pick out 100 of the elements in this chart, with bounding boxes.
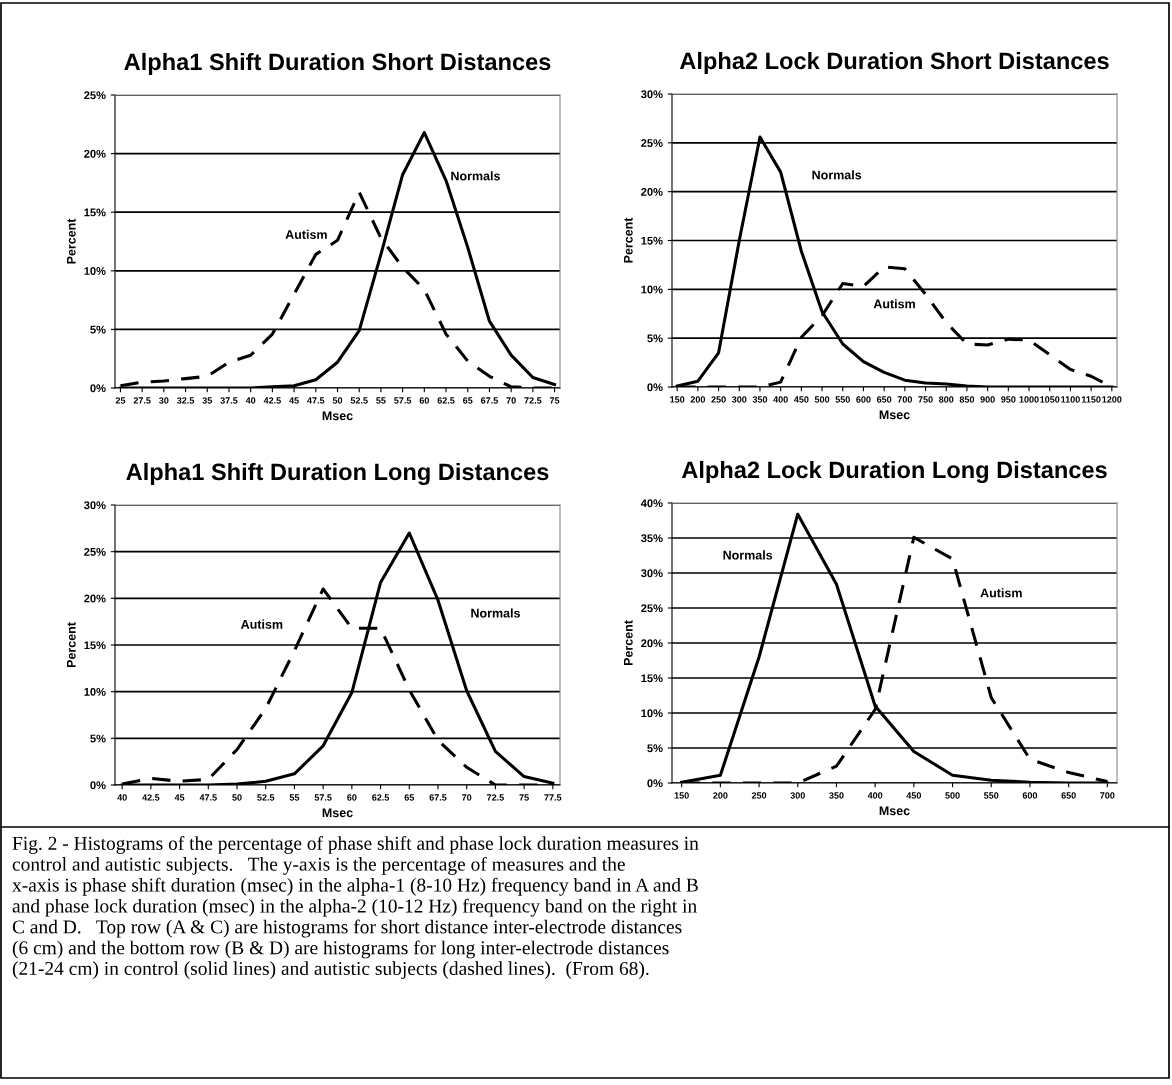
x-tick-label: 500 [945,792,960,799]
x-tick-label: 55 [289,794,300,801]
x-tick-label: 650 [1061,792,1076,799]
x-tick-label: 30 [159,397,169,404]
x-tick-label: 65 [463,397,473,404]
x-tick-label: 150 [674,792,689,799]
x-tick-label: 62.5 [437,397,455,404]
y-tick-label: 25% [641,604,663,613]
x-tick-label: 50 [332,397,343,404]
x-tick-label: 40 [117,794,127,801]
x-tick-label: 200 [713,792,728,799]
y-tick-label: 15% [84,208,106,217]
x-tick-label: 250 [751,792,767,799]
annotation: Autism [980,588,1022,598]
x-tick-label: 700 [1100,792,1115,799]
x-tick-label: 350 [752,396,768,403]
y-tick-label: 15% [641,674,663,683]
y-tick-label: 0% [647,779,663,788]
x-tick-label: 800 [939,396,954,403]
annotation: Normals [812,170,862,180]
x-tick-label: 72.5 [487,794,504,801]
x-tick-label: 60 [419,397,429,404]
annotation: Autism [285,229,327,239]
x-tick-label: 55 [376,397,386,404]
x-tick-label: 150 [670,396,685,403]
x-tick-label: 75 [549,397,560,404]
annotation: Normals [723,550,773,560]
y-tick-label: 35% [640,534,663,543]
x-tick-label: 67.5 [429,794,447,801]
y-tick-label: 10% [641,285,663,294]
y-tick-label: 10% [641,709,663,718]
x-tick-label: 200 [690,396,706,403]
x-tick-label: 40 [245,397,256,404]
annotation: Autism [240,619,283,629]
x-axis-title: Msec [879,806,910,816]
x-tick-label: 400 [867,792,883,799]
x-tick-label: 1200 [1102,396,1122,403]
x-tick-label: 25 [115,397,126,404]
x-tick-label: 52.5 [257,794,275,801]
x-tick-label: 32.5 [176,397,195,404]
y-tick-label: 30% [640,90,663,99]
x-tick-label: 1050 [1040,396,1060,403]
x-axis-title: Msec [322,411,353,421]
x-tick-label: 400 [773,396,788,403]
y-tick-label: 0% [647,383,663,392]
y-axis-title: Percent [66,218,76,264]
x-tick-label: 550 [983,792,999,799]
y-tick-label: 20% [84,594,106,603]
y-tick-label: 30% [83,501,106,510]
x-tick-label: 47.5 [199,794,217,801]
y-tick-label: 10% [84,267,106,275]
x-tick-label: 450 [793,396,809,403]
x-tick-label: 650 [876,396,892,403]
annotation: Autism [873,299,915,309]
x-tick-label: 72.5 [524,397,542,404]
x-tick-label: 300 [790,792,805,799]
chart-title: Alpha2 Lock Duration Long Distances [681,460,1107,483]
x-tick-label: 62.5 [372,794,390,801]
chart-title: Alpha1 Shift Duration Short Distances [124,52,551,75]
y-tick-label: 40% [640,499,663,508]
y-tick-label: 0% [90,384,106,393]
y-tick-label: 20% [641,639,663,648]
x-tick-label: 57.5 [394,397,412,404]
x-axis-title: Msec [879,410,910,420]
x-tick-label: 550 [835,396,850,403]
x-tick-label: 65 [404,794,415,801]
x-tick-label: 300 [731,396,747,403]
x-tick-label: 52.5 [350,397,368,404]
x-tick-label: 57.5 [314,794,332,801]
y-tick-label: 5% [647,744,663,753]
chart-title: Alpha1 Shift Duration Long Distances [126,462,549,485]
x-tick-label: 70 [462,794,472,801]
y-tick-label: 0% [90,781,106,790]
x-tick-label: 45 [289,397,299,404]
annotation: Normals [451,171,500,181]
x-tick-label: 67.5 [481,397,498,404]
x-tick-label: 50 [232,794,242,801]
y-tick-label: 5% [90,734,106,743]
y-tick-label: 10% [84,687,106,696]
y-axis-title: Percent [623,217,633,263]
x-tick-label: 450 [906,792,922,799]
y-tick-label: 30% [640,569,663,578]
x-tick-label: 45 [174,794,185,801]
x-tick-label: 600 [856,396,871,403]
x-tick-label: 1100 [1061,396,1080,403]
x-tick-label: 950 [1001,396,1016,403]
y-tick-label: 15% [84,641,106,650]
x-tick-label: 850 [959,396,975,403]
x-tick-label: 70 [506,397,516,404]
x-tick-label: 350 [829,792,844,799]
y-tick-label: 5% [90,325,106,334]
x-tick-label: 60 [347,794,357,801]
x-tick-label: 47.5 [307,397,325,404]
x-tick-label: 500 [814,396,830,403]
x-tick-label: 42.5 [263,397,281,404]
x-tick-label: 75 [519,794,529,801]
y-axis-title: Percent [623,620,633,666]
x-tick-label: 35 [202,397,213,404]
x-tick-label: 27.5 [133,397,151,404]
annotation: Normals [471,608,520,618]
